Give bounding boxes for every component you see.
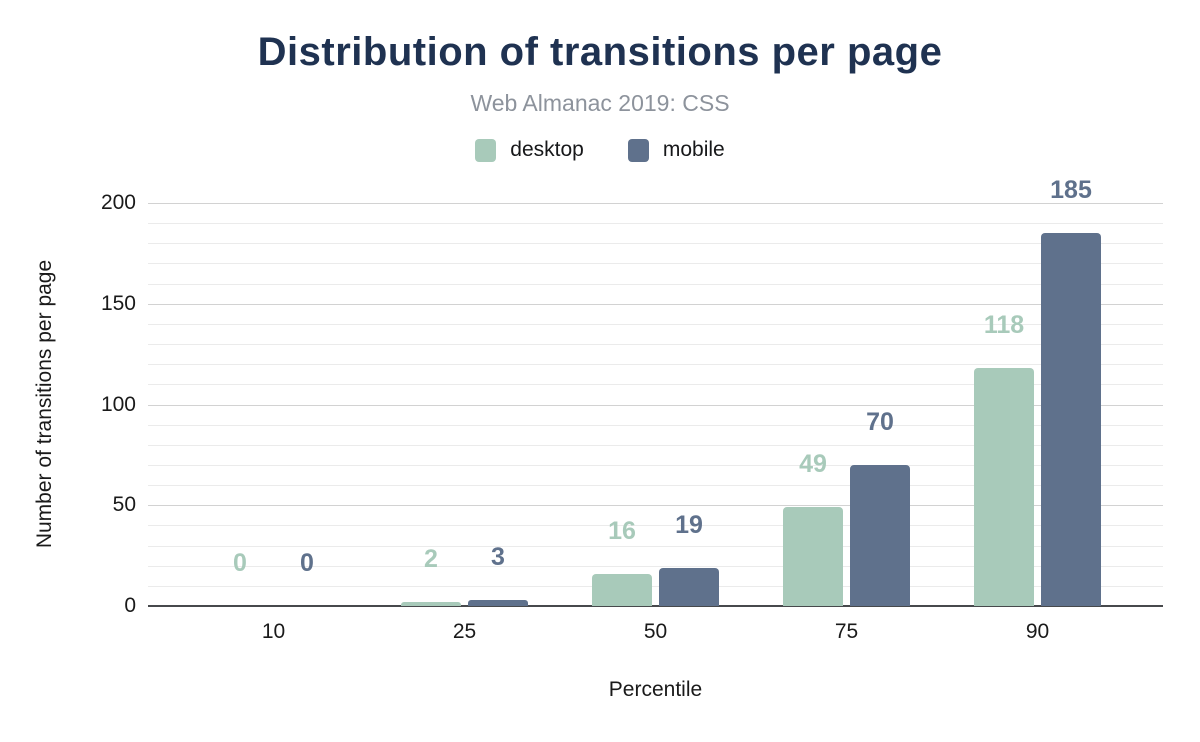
bar-value-label: 118	[983, 311, 1025, 340]
bar-value-label: 185	[1050, 176, 1092, 205]
bar-desktop	[783, 507, 843, 606]
bar-column-mobile: 70	[850, 408, 910, 606]
y-tick-label: 0	[124, 594, 136, 617]
minor-gridline	[148, 344, 1163, 346]
bar-column-mobile: 0	[277, 549, 337, 606]
major-gridline	[148, 303, 1163, 305]
bar-column-mobile: 19	[659, 511, 719, 606]
chart-title: Distribution of transitions per page	[257, 30, 943, 74]
minor-gridline	[148, 223, 1163, 225]
x-tick-label: 90	[1025, 620, 1050, 643]
minor-gridline	[148, 525, 1163, 527]
minor-gridline	[148, 565, 1163, 567]
minor-gridline	[148, 485, 1163, 487]
bar-mobile	[468, 599, 528, 606]
bar-value-label: 70	[866, 407, 894, 436]
bar-group: 118 185	[942, 113, 1133, 606]
desktop-swatch-icon	[475, 138, 497, 162]
bar-mobile	[659, 567, 719, 606]
legend-item-mobile: mobile	[627, 138, 725, 162]
bar-value-label: 16	[608, 516, 636, 545]
bar-value-label: 0	[233, 549, 247, 577]
major-gridline	[148, 404, 1163, 406]
y-tick-label: 50	[112, 493, 136, 517]
bar-group: 16 19	[560, 113, 751, 606]
mobile-swatch-icon	[627, 138, 649, 162]
legend-label-desktop: desktop	[510, 138, 584, 161]
y-tick-label: 100	[100, 392, 136, 416]
minor-gridline	[148, 364, 1163, 366]
minor-gridline	[148, 243, 1163, 245]
minor-gridline	[148, 263, 1163, 265]
bar-value-label: 0	[300, 549, 314, 577]
bar-column-desktop: 0	[210, 549, 270, 606]
minor-gridline	[148, 323, 1163, 325]
legend: desktop mobile	[0, 138, 1200, 162]
bar-column-desktop: 49	[783, 450, 843, 606]
bar-column-desktop: 2	[401, 545, 461, 606]
legend-label-mobile: mobile	[662, 138, 725, 161]
bar-value-label: 3	[491, 542, 505, 571]
x-tick-label: 10	[261, 620, 286, 643]
bar-group: 49 70	[751, 113, 942, 606]
major-gridline	[148, 203, 1163, 204]
bar-desktop	[401, 601, 461, 606]
minor-gridline	[148, 545, 1163, 547]
bar-value-label: 2	[424, 544, 438, 573]
bar-column-desktop: 16	[592, 517, 652, 606]
bar-value-label: 19	[675, 510, 703, 539]
bar-mobile	[1041, 233, 1101, 606]
y-tick-label: 200	[100, 191, 136, 214]
minor-gridline	[148, 283, 1163, 285]
x-tick-label: 50	[643, 620, 668, 643]
y-axis-title: Number of transitions per page	[33, 259, 56, 549]
minor-gridline	[148, 585, 1163, 587]
bar-value-label: 49	[799, 450, 827, 479]
major-gridline	[148, 505, 1163, 507]
minor-gridline	[148, 464, 1163, 466]
bar-desktop	[974, 368, 1034, 606]
bar-column-desktop: 118	[974, 311, 1034, 606]
x-axis-title: Percentile	[608, 678, 703, 701]
minor-gridline	[148, 444, 1163, 446]
bar-column-mobile: 185	[1041, 176, 1101, 606]
x-tick-label: 75	[834, 620, 859, 643]
x-axis-line	[148, 605, 1163, 607]
legend-item-desktop: desktop	[475, 138, 584, 162]
bar-column-mobile: 3	[468, 543, 528, 606]
bar-mobile	[850, 464, 910, 606]
chart-subtitle: Web Almanac 2019: CSS	[470, 90, 730, 116]
y-tick-label: 150	[100, 291, 136, 315]
bar-desktop	[592, 573, 652, 606]
minor-gridline	[148, 384, 1163, 386]
x-tick-label: 25	[452, 620, 477, 643]
minor-gridline	[148, 424, 1163, 426]
